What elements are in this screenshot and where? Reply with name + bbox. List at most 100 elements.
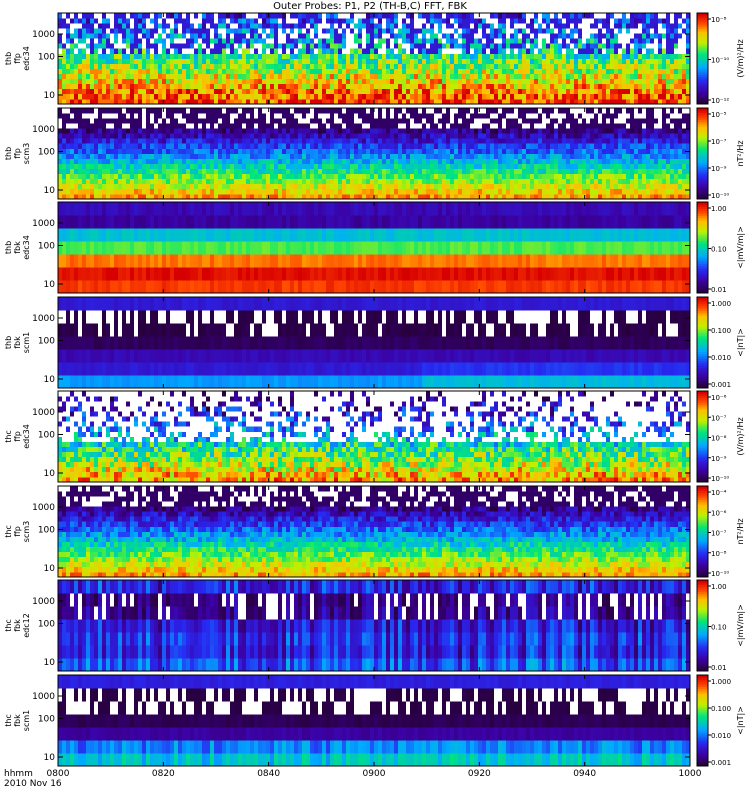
colorbar-tick-label: 10⁻⁹ xyxy=(711,165,727,173)
colorbar-tick-label: 0.10 xyxy=(711,246,727,254)
y-axis-label-line: edc34 xyxy=(22,46,31,71)
y-axis-label: thb fbk scm1 xyxy=(4,332,31,353)
x-tick-label: 0920 xyxy=(468,769,491,779)
colorbar-label: nT²/Hz xyxy=(736,140,745,166)
colorbar-tick-label: 10⁻⁴ xyxy=(711,489,727,497)
colorbar-tick-label: 10⁻⁸ xyxy=(711,16,727,24)
y-tick-label: 10 xyxy=(44,91,56,101)
colorbar-tick-label: 10⁻¹⁰ xyxy=(711,570,729,578)
y-axis-label-line: thb xyxy=(4,336,13,349)
colorbar-tick-label: 10⁻¹⁰ xyxy=(711,475,729,483)
colorbar-tick-label: 0.100 xyxy=(711,705,731,713)
y-tick-label: 100 xyxy=(38,620,55,630)
y-axis-label: thc fbk scm1 xyxy=(4,710,31,731)
colorbar: 1.000 0.100 0.010 0.001 <|nT|> xyxy=(696,296,745,389)
colorbar-tick-label: 10⁻¹⁰ xyxy=(711,192,729,200)
y-tick-label: 10 xyxy=(44,753,56,763)
y-tick-label: 1000 xyxy=(32,503,55,513)
y-axis-label-line: scm3 xyxy=(22,521,31,542)
colorbar-tick-label: 1.000 xyxy=(711,300,731,308)
x-tick-label: 0900 xyxy=(363,769,386,779)
colorbar-tick-label: 1.000 xyxy=(711,678,731,686)
spectrogram-image xyxy=(58,13,691,105)
colorbar-tick-label: 0.010 xyxy=(711,354,731,362)
colorbar-tick-label: 0.010 xyxy=(711,732,731,740)
colorbar-tick-label: 10⁻⁹ xyxy=(711,455,727,463)
colorbar-tick-label: 10⁻⁵ xyxy=(711,111,727,119)
y-tick-label: 10 xyxy=(44,280,56,290)
y-axis-label-line: ffp xyxy=(13,148,22,159)
y-axis-label: thc ffp scm3 xyxy=(4,521,31,542)
y-axis-label-line: scm1 xyxy=(22,332,31,353)
y-axis-label: thc ffp edc34 xyxy=(4,424,31,449)
y-axis-label: thc fbk edc12 xyxy=(4,613,31,638)
colorbar-label: nT²/Hz xyxy=(736,518,745,544)
y-axis-label-line: thc xyxy=(4,525,13,538)
colorbar-label: <|nT|> xyxy=(736,328,745,357)
y-axis-label: thb ffp edc34 xyxy=(4,46,31,71)
time-axis: 0800 0820 0840 0900 0920 0940 1000 xyxy=(47,13,702,779)
spectrogram-image xyxy=(58,202,691,294)
spectrogram-image xyxy=(58,391,691,483)
colorbar: 10⁻⁸ 10⁻¹⁰ 10⁻¹² (V/m)²/Hz xyxy=(696,12,745,105)
spectrogram-image xyxy=(58,580,691,672)
y-axis-label-line: thc xyxy=(4,430,13,443)
y-axis-label-line: edc12 xyxy=(22,613,31,638)
y-tick-label: 1000 xyxy=(32,125,55,135)
y-tick-label: 1000 xyxy=(32,692,55,702)
colorbar: 10⁻⁶ 10⁻⁷ 10⁻⁸ 10⁻⁹ 10⁻¹⁰ (V/m)²/Hz xyxy=(696,390,745,483)
figure-title: Outer Probes: P1, P2 (TH-B,C) FFT, FBK xyxy=(273,1,467,12)
colorbar-label: <|mV/m|> xyxy=(736,226,745,269)
spectrogram-image xyxy=(58,486,691,578)
y-tick-label: 100 xyxy=(38,337,55,347)
y-axis-label: thb fbk edc34 xyxy=(4,235,31,260)
colorbar: 1.00 0.10 0.01 <|mV/m|> xyxy=(696,579,745,672)
y-tick-label: 1000 xyxy=(32,408,55,418)
colorbar-tick-label: 10⁻¹⁰ xyxy=(711,57,729,65)
colorbar: 1.00 0.10 0.01 <|mV/m|> xyxy=(696,201,745,294)
y-axis-label: thb ffp scm3 xyxy=(4,143,31,164)
colorbar-tick-label: 0.001 xyxy=(711,759,731,767)
x-tick-label: 0820 xyxy=(152,769,175,779)
colorbar-tick-label: 0.01 xyxy=(711,664,727,672)
x-tick-label: 1000 xyxy=(679,769,702,779)
y-axis-label-line: fbk xyxy=(13,619,22,632)
y-tick-label: 100 xyxy=(38,431,55,441)
colorbar-tick-label: 0.10 xyxy=(711,624,727,632)
y-axis-label-line: fbk xyxy=(13,241,22,254)
colorbar-tick-label: 10⁻⁷ xyxy=(711,530,727,538)
colorbar-label: <|nT|> xyxy=(736,706,745,735)
x-axis-label-hhmm: hhmm xyxy=(4,769,33,779)
colorbar-tick-label: 10⁻⁷ xyxy=(711,414,727,422)
colorbar-tick-label: 10⁻⁸ xyxy=(711,435,727,443)
y-tick-label: 10 xyxy=(44,375,56,385)
colorbar: 10⁻⁴ 10⁻⁶ 10⁻⁷ 10⁻⁸ 10⁻¹⁰ nT²/Hz xyxy=(696,485,745,578)
colorbar-tick-label: 1.00 xyxy=(711,583,727,591)
y-tick-label: 10 xyxy=(44,469,56,479)
x-tick-label: 0940 xyxy=(573,769,596,779)
y-axis-label-line: edc34 xyxy=(22,235,31,260)
colorbar-tick-label: 10⁻⁶ xyxy=(711,509,727,517)
y-tick-label: 10 xyxy=(44,186,56,196)
y-tick-label: 100 xyxy=(38,242,55,252)
y-axis-label-line: thb xyxy=(4,241,13,254)
y-axis-label-line: thb xyxy=(4,147,13,160)
y-tick-label: 100 xyxy=(38,53,55,63)
y-tick-label: 100 xyxy=(38,526,55,536)
y-axis-label-line: ffp xyxy=(13,431,22,442)
y-tick-label: 1000 xyxy=(32,30,55,40)
y-axis-label-line: ffp xyxy=(13,526,22,537)
y-tick-label: 100 xyxy=(38,715,55,725)
y-tick-label: 10 xyxy=(44,564,56,574)
colorbar-tick-label: 0.100 xyxy=(711,327,731,335)
colorbar-label: (V/m)²/Hz xyxy=(736,417,745,455)
colorbar-tick-label: 0.01 xyxy=(711,286,727,294)
colorbar: 1.000 0.100 0.010 0.001 <|nT|> xyxy=(696,674,745,767)
y-axis-label-line: edc34 xyxy=(22,424,31,449)
y-tick-label: 100 xyxy=(38,148,55,158)
